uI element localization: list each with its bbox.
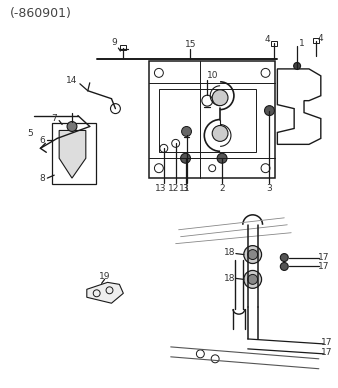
Polygon shape [87,282,123,303]
Text: 13: 13 [155,184,167,192]
Text: 7: 7 [51,114,57,123]
Text: 19: 19 [99,272,110,281]
Circle shape [67,121,77,132]
Text: 18: 18 [224,274,236,283]
Polygon shape [59,130,86,178]
Text: 12: 12 [168,184,179,192]
Bar [52,123,96,184]
Circle shape [248,249,258,260]
Circle shape [265,106,274,116]
Text: 17: 17 [321,348,333,357]
Circle shape [244,270,262,288]
Text: 9: 9 [112,38,117,47]
Circle shape [217,153,227,163]
Text: 17: 17 [318,262,330,271]
Text: 18: 18 [224,248,236,257]
Text: 5: 5 [28,129,33,138]
Text: 15: 15 [185,40,196,48]
Text: 4: 4 [265,35,270,43]
Text: 10: 10 [208,71,219,80]
Text: 8: 8 [40,173,45,183]
Text: 17: 17 [318,253,330,262]
Text: (-860901): (-860901) [9,7,71,20]
Bar [159,89,256,152]
Text: 3: 3 [183,184,188,192]
Bar [120,45,126,50]
Circle shape [212,90,228,106]
Text: 11: 11 [179,184,190,192]
Text: 17: 17 [321,338,333,347]
Text: 14: 14 [66,76,78,85]
Circle shape [280,263,288,270]
Bar [271,41,277,46]
Circle shape [248,274,258,284]
Text: 1: 1 [299,38,305,48]
Text: 3: 3 [267,184,272,192]
Circle shape [212,125,228,141]
Circle shape [180,153,191,163]
Circle shape [244,246,262,263]
Circle shape [182,126,191,137]
Bar [313,38,319,43]
Text: 6: 6 [40,136,45,145]
Text: 4: 4 [318,34,323,43]
Bar [149,61,275,178]
Circle shape [280,254,288,262]
Text: 2: 2 [219,184,225,192]
Circle shape [294,62,300,69]
